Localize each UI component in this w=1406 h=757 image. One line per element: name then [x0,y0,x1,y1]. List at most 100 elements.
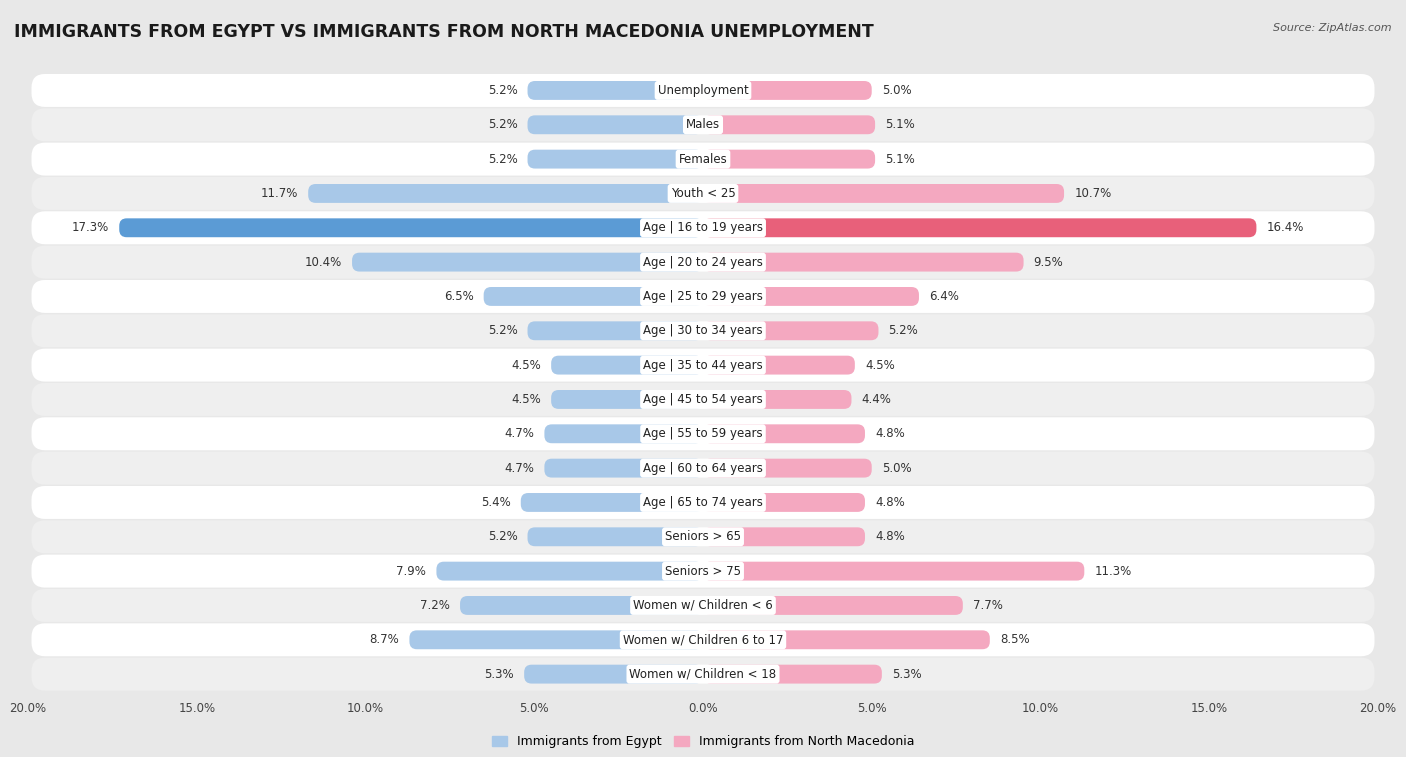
Text: 8.5%: 8.5% [1000,634,1029,646]
Text: Age | 30 to 34 years: Age | 30 to 34 years [643,324,763,338]
FancyBboxPatch shape [703,115,875,134]
FancyBboxPatch shape [31,245,1375,279]
FancyBboxPatch shape [551,390,703,409]
FancyBboxPatch shape [31,280,1375,313]
FancyBboxPatch shape [703,356,855,375]
FancyBboxPatch shape [31,589,1375,622]
FancyBboxPatch shape [31,177,1375,210]
Text: Seniors > 65: Seniors > 65 [665,531,741,544]
FancyBboxPatch shape [703,631,990,650]
Text: Age | 65 to 74 years: Age | 65 to 74 years [643,496,763,509]
FancyBboxPatch shape [31,108,1375,142]
Text: 4.8%: 4.8% [875,496,905,509]
FancyBboxPatch shape [544,425,703,444]
Text: Age | 55 to 59 years: Age | 55 to 59 years [643,427,763,441]
FancyBboxPatch shape [484,287,703,306]
Text: 17.3%: 17.3% [72,221,110,234]
FancyBboxPatch shape [703,596,963,615]
Text: 5.2%: 5.2% [488,118,517,131]
Text: 5.0%: 5.0% [882,462,911,475]
Text: 5.2%: 5.2% [488,531,517,544]
FancyBboxPatch shape [703,665,882,684]
FancyBboxPatch shape [703,425,865,444]
Text: 4.5%: 4.5% [865,359,894,372]
FancyBboxPatch shape [31,74,1375,107]
FancyBboxPatch shape [524,665,703,684]
Text: 5.4%: 5.4% [481,496,510,509]
FancyBboxPatch shape [703,287,920,306]
Text: 7.2%: 7.2% [420,599,450,612]
FancyBboxPatch shape [527,150,703,169]
Text: Age | 25 to 29 years: Age | 25 to 29 years [643,290,763,303]
FancyBboxPatch shape [436,562,703,581]
FancyBboxPatch shape [703,493,865,512]
FancyBboxPatch shape [544,459,703,478]
Text: 11.7%: 11.7% [260,187,298,200]
Text: 9.5%: 9.5% [1033,256,1063,269]
Text: 5.1%: 5.1% [886,118,915,131]
FancyBboxPatch shape [31,452,1375,484]
FancyBboxPatch shape [703,81,872,100]
FancyBboxPatch shape [703,150,875,169]
Text: Women w/ Children < 6: Women w/ Children < 6 [633,599,773,612]
Text: 4.7%: 4.7% [505,427,534,441]
FancyBboxPatch shape [527,321,703,340]
Text: Youth < 25: Youth < 25 [671,187,735,200]
FancyBboxPatch shape [520,493,703,512]
FancyBboxPatch shape [527,528,703,547]
Text: Unemployment: Unemployment [658,84,748,97]
Text: Males: Males [686,118,720,131]
FancyBboxPatch shape [31,486,1375,519]
FancyBboxPatch shape [31,383,1375,416]
FancyBboxPatch shape [703,321,879,340]
Text: Source: ZipAtlas.com: Source: ZipAtlas.com [1274,23,1392,33]
FancyBboxPatch shape [31,417,1375,450]
Text: 8.7%: 8.7% [370,634,399,646]
FancyBboxPatch shape [703,459,872,478]
Text: 5.2%: 5.2% [488,324,517,338]
FancyBboxPatch shape [31,314,1375,347]
FancyBboxPatch shape [703,528,865,547]
FancyBboxPatch shape [31,349,1375,382]
Text: 4.8%: 4.8% [875,531,905,544]
FancyBboxPatch shape [527,115,703,134]
Text: 6.5%: 6.5% [444,290,474,303]
Legend: Immigrants from Egypt, Immigrants from North Macedonia: Immigrants from Egypt, Immigrants from N… [486,730,920,753]
Text: Age | 20 to 24 years: Age | 20 to 24 years [643,256,763,269]
Text: 5.2%: 5.2% [889,324,918,338]
FancyBboxPatch shape [703,390,852,409]
FancyBboxPatch shape [703,218,1257,237]
Text: 6.4%: 6.4% [929,290,959,303]
FancyBboxPatch shape [31,211,1375,245]
Text: 10.4%: 10.4% [305,256,342,269]
Text: 5.1%: 5.1% [886,153,915,166]
FancyBboxPatch shape [527,81,703,100]
FancyBboxPatch shape [308,184,703,203]
FancyBboxPatch shape [409,631,703,650]
Text: 4.7%: 4.7% [505,462,534,475]
FancyBboxPatch shape [31,658,1375,690]
Text: Seniors > 75: Seniors > 75 [665,565,741,578]
Text: Women w/ Children 6 to 17: Women w/ Children 6 to 17 [623,634,783,646]
Text: Women w/ Children < 18: Women w/ Children < 18 [630,668,776,681]
FancyBboxPatch shape [31,555,1375,587]
Text: IMMIGRANTS FROM EGYPT VS IMMIGRANTS FROM NORTH MACEDONIA UNEMPLOYMENT: IMMIGRANTS FROM EGYPT VS IMMIGRANTS FROM… [14,23,873,41]
Text: 4.5%: 4.5% [512,393,541,406]
Text: 5.2%: 5.2% [488,153,517,166]
FancyBboxPatch shape [460,596,703,615]
Text: Age | 16 to 19 years: Age | 16 to 19 years [643,221,763,234]
FancyBboxPatch shape [352,253,703,272]
Text: 5.0%: 5.0% [882,84,911,97]
FancyBboxPatch shape [31,623,1375,656]
Text: 4.8%: 4.8% [875,427,905,441]
FancyBboxPatch shape [31,520,1375,553]
Text: Females: Females [679,153,727,166]
FancyBboxPatch shape [703,184,1064,203]
Text: 7.9%: 7.9% [396,565,426,578]
Text: 5.3%: 5.3% [485,668,515,681]
FancyBboxPatch shape [120,218,703,237]
FancyBboxPatch shape [31,142,1375,176]
Text: 16.4%: 16.4% [1267,221,1303,234]
FancyBboxPatch shape [703,253,1024,272]
Text: Age | 35 to 44 years: Age | 35 to 44 years [643,359,763,372]
